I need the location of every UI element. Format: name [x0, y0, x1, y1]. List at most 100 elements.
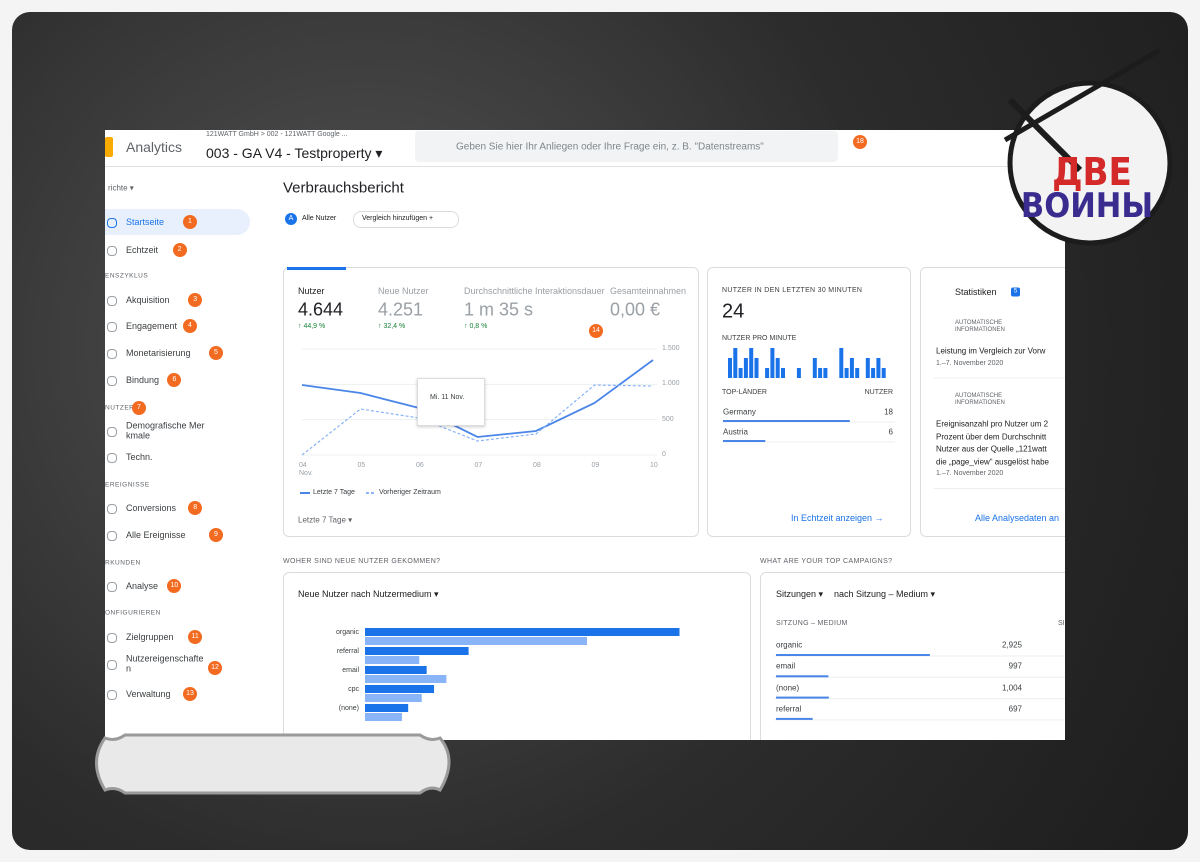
badge: 8 [188, 501, 203, 515]
metrics-card [283, 267, 699, 537]
sidebar-item[interactable]: Conversions [126, 502, 177, 513]
metric-label[interactable]: Gesamteinnahmen [610, 285, 687, 296]
tooltip-label: Mi. 11 Nov. [430, 393, 465, 401]
realtime-card [707, 267, 911, 537]
row-label: email [776, 661, 796, 671]
sidebar-item[interactable]: Verwaltung [126, 688, 171, 699]
chart-title: NUTZER PRO MINUTE [722, 334, 797, 342]
insight-date: 1.–7. November 2020 [936, 469, 1004, 477]
breadcrumb[interactable]: 121WATT GmbH > 002 - 121WATT Google ... [206, 130, 348, 138]
sidebar-item[interactable]: Nutzereigenschaften [126, 653, 204, 674]
sidebar-item[interactable]: Analyse [126, 580, 159, 591]
dropdown[interactable]: nach Sitzung – Medium ▾ [834, 588, 936, 599]
sidebar-section: ONFIGURIEREN [105, 609, 161, 617]
sidebar-icon [107, 690, 117, 700]
row-value: 997 [1008, 661, 1022, 671]
badge: 7 [132, 401, 146, 415]
badge: 18 [853, 135, 867, 149]
sidebar-item[interactable]: Bindung [126, 374, 160, 385]
badge: 13 [183, 687, 197, 701]
sidebar-item[interactable]: Akquisition [126, 294, 170, 305]
search-placeholder[interactable]: Geben Sie hier Ihr Anliegen oder Ihre Fr… [456, 141, 764, 153]
y-tick-label: cpc [348, 685, 359, 693]
metric-value: 4.251 [378, 299, 424, 320]
sidebar-icon [107, 660, 117, 670]
property-selector[interactable]: 003 - GA V4 - Testproperty ▾ [206, 144, 383, 161]
sidebar-item[interactable]: Alle Ereignisse [126, 529, 186, 540]
bar [865, 358, 870, 378]
column-header: SITZUNG – MEDIUM [776, 619, 848, 627]
sidebar-item[interactable]: Echtzeit [126, 244, 159, 255]
column-header: NUTZER [864, 388, 893, 396]
sidebar-icon [107, 453, 117, 463]
badge: 5 [209, 346, 223, 360]
sidebar-item[interactable]: Startseite [126, 216, 165, 227]
sidebar-icon [107, 322, 117, 332]
metric-label[interactable]: Nutzer [298, 285, 325, 296]
y-tick-label: email [342, 666, 359, 674]
x-tick-label: 06 [416, 462, 424, 469]
metric-value: 0,00 € [610, 299, 661, 320]
insights-link[interactable]: Alle Analysedaten an [975, 512, 1060, 523]
badge: 6 [167, 373, 182, 387]
sidebar-item[interactable]: Engagement [126, 320, 178, 331]
badge: 1 [183, 215, 197, 229]
segment-avatar: A [285, 213, 297, 225]
sidebar-item[interactable]: Monetarisierung [126, 347, 191, 358]
realtime-link[interactable]: In Echtzeit anzeigen → [791, 512, 884, 523]
bar [849, 358, 854, 378]
compare-chip-label[interactable]: Vergleich hinzufügen + [362, 214, 434, 222]
segment-chip[interactable]: Alle Nutzer [302, 214, 337, 222]
y-tick-label: 0 [662, 450, 666, 458]
sidebar-icon [107, 427, 117, 437]
page-title: Verbrauchsbericht [283, 179, 404, 197]
section-heading: WHAT ARE YOUR TOP CAMPAIGNS? [760, 557, 893, 565]
bar [743, 358, 748, 378]
metric-label[interactable]: Durchschnittliche Interaktionsdauer [464, 285, 605, 296]
bar [776, 717, 813, 720]
sidebar-item[interactable]: Zielgruppen [126, 631, 174, 642]
search-box[interactable] [415, 131, 838, 162]
tooltip [417, 378, 485, 426]
sidebar-item[interactable]: Demografische Merkmale [126, 420, 205, 441]
y-tick-label: referral [336, 647, 359, 655]
bar [728, 358, 732, 378]
sidebar-icon [107, 296, 117, 306]
metric-label[interactable]: Neue Nutzer [378, 285, 429, 296]
y-tick-label: organic [336, 628, 359, 636]
bar [365, 647, 469, 655]
banner [95, 733, 451, 795]
sidebar-icon [107, 376, 117, 386]
bar [818, 368, 823, 378]
metric-tab-indicator [287, 267, 346, 270]
date-range[interactable]: Letzte 7 Tage ▾ [298, 515, 353, 525]
x-tick-label: 07 [474, 462, 483, 469]
logo-circle [1007, 80, 1173, 246]
row-label: referral [776, 704, 802, 714]
bar [770, 348, 775, 378]
bar [871, 368, 876, 378]
sidebar-item[interactable]: Techn. [126, 451, 153, 462]
bar [365, 694, 422, 702]
bar [365, 713, 402, 721]
compare-chip[interactable] [353, 211, 459, 228]
y-tick-label: 1.500 [662, 344, 680, 352]
sidebar-icon [107, 218, 117, 228]
badge: 2 [172, 243, 187, 257]
row-value: 2,925 [1001, 640, 1022, 650]
row-label: organic [776, 640, 803, 650]
badge: 9 [209, 528, 223, 542]
metric-change: ↑ 0,8 % [464, 322, 488, 330]
dropdown[interactable]: Sitzungen ▾ [776, 588, 824, 599]
sidebar-icon [107, 504, 117, 514]
y-tick-label: (none) [338, 704, 359, 712]
sidebar-icon [107, 633, 117, 643]
chart-title[interactable]: Neue Nutzer nach Nutzermedium ▾ [298, 588, 439, 599]
bar [365, 666, 427, 674]
country-name: Germany [723, 407, 756, 417]
sidebar-title[interactable]: richte ▾ [108, 183, 134, 193]
row-value: 697 [1008, 704, 1022, 714]
